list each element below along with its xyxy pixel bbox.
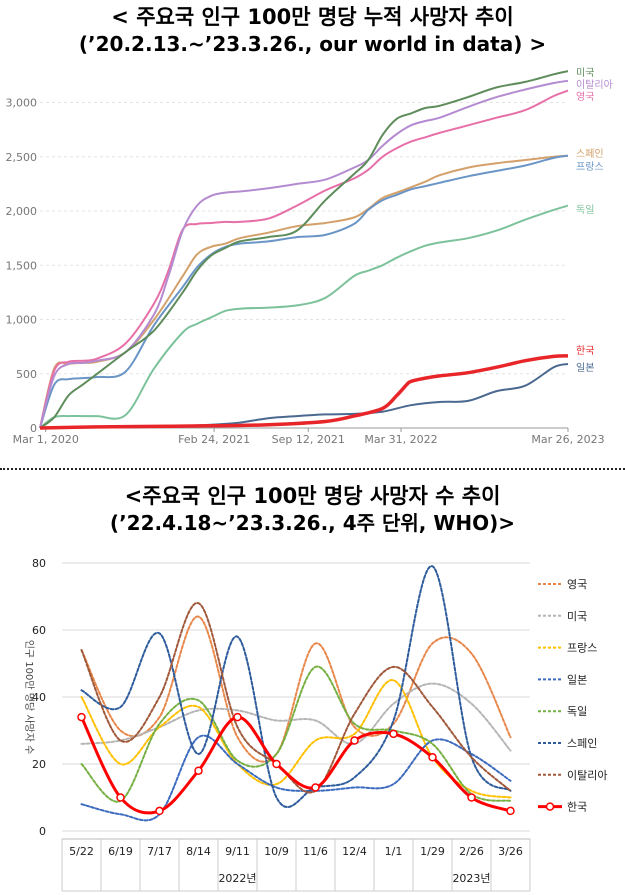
series-line-일본 (80, 734, 512, 822)
y-tick-label: 2,500 (6, 151, 38, 164)
legend-label-독일: 독일 (576, 204, 594, 216)
x-tick-label: Mar 26, 2023 (531, 433, 604, 446)
y-tick-label: 1,000 (6, 314, 38, 327)
series-point-한국 (116, 793, 125, 802)
series-point-한국 (233, 712, 242, 722)
x-tick-label: 1/1 (385, 845, 403, 858)
series-line-독일 (39, 204, 569, 429)
series-line-프랑스 (39, 154, 569, 429)
chart1-title: < 주요국 인구 100만 명당 누적 사망자 추이 (111, 5, 514, 29)
legend-label-이탈리아: 이탈리아 (576, 78, 613, 91)
legend-label-미국: 미국 (576, 67, 594, 79)
series-point-한국 (428, 753, 437, 762)
x-tick-label: 2/26 (459, 845, 484, 858)
x-tick-label: 7/17 (147, 845, 172, 858)
x-tick-label: Mar 1, 2020 (13, 433, 79, 446)
series-line-독일 (80, 665, 512, 803)
series-point-한국 (389, 729, 398, 739)
legend-marker-한국 (545, 802, 555, 811)
series-line-영국 (80, 615, 512, 763)
y-tick-label: 80 (32, 557, 46, 570)
legend-label-영국: 영국 (567, 578, 587, 591)
x-tick-label: 12/4 (342, 845, 367, 858)
y-tick-label: 20 (32, 758, 46, 771)
legend-label-한국: 한국 (567, 801, 587, 814)
legend-label-일본: 일본 (576, 362, 594, 374)
series-line-영국 (39, 89, 569, 429)
x-tick-label: Sep 12, 2021 (272, 433, 345, 446)
x-tick-label: 10/9 (264, 845, 289, 858)
y-tick-label: 2,000 (6, 205, 38, 218)
y-tick-label: 500 (16, 368, 37, 381)
y-axis-label: 인구 100만 명당 사망자 수 (23, 640, 35, 755)
legend-label-스페인: 스페인 (567, 737, 597, 750)
series-line-한국 (39, 354, 569, 430)
x-tick-label: 9/11 (225, 845, 250, 858)
series-line-미국 (39, 70, 569, 429)
legend-label-한국: 한국 (576, 345, 594, 357)
x-tick-label: 5/22 (69, 845, 94, 858)
y-tick-label: 3,000 (6, 97, 38, 110)
y-tick-label: 60 (32, 624, 46, 637)
y-tick-label: 40 (32, 691, 46, 704)
series-point-한국 (194, 766, 203, 775)
legend-label-스페인: 스페인 (576, 148, 604, 160)
section-divider (0, 468, 625, 470)
series-point-한국 (350, 736, 359, 745)
legend-label-독일: 독일 (567, 704, 587, 718)
x-tick-label: 3/26 (498, 845, 523, 858)
series-point-한국 (155, 806, 164, 816)
cumulative-deaths-chart: 0 500 1,000 1,500 2,000 2,500 3,000 Mar 1, 2020… (6, 67, 613, 446)
legend-label-프랑스: 프랑스 (567, 642, 597, 655)
x-tick-label: 6/19 (108, 845, 133, 858)
legend-label-프랑스: 프랑스 (576, 161, 604, 173)
series-point-한국 (311, 783, 320, 792)
series-point-한국 (272, 759, 281, 769)
x-tick-label: Feb 24, 2021 (178, 433, 250, 446)
x-tick-label: Mar 31, 2022 (364, 433, 437, 446)
y-tick-label: 0 (39, 825, 46, 838)
series-line-스페인 (80, 565, 512, 808)
series-point-한국 (506, 806, 515, 816)
x-tick-label: 11/6 (303, 845, 328, 858)
chart2-title: <주요국 인구 100만 명당 사망자 수 추이 (124, 484, 501, 508)
x-tick-label: 8/14 (186, 845, 211, 858)
legend-label-일본: 일본 (567, 672, 587, 686)
series-line-이탈리아 (39, 79, 569, 429)
y-tick-label: 1,500 (6, 259, 38, 272)
series-point-한국 (467, 793, 476, 802)
legend-label-이탈리아: 이탈리아 (567, 769, 607, 782)
year-group-label: 2022년 (218, 872, 256, 885)
x-tick-label: 1/29 (420, 845, 445, 858)
series-point-한국 (77, 712, 86, 722)
y-tick-label: 0 (30, 422, 37, 435)
chart2-subtitle: (’22.4.18~’23.3.26., 4주 단위, WHO)> (109, 511, 516, 535)
legend-label-미국: 미국 (567, 610, 587, 623)
legend-label-영국: 영국 (576, 91, 594, 103)
year-group-label: 2023년 (452, 872, 490, 885)
chart1-subtitle: (’20.2.13.~’23.3.26., our world in data)… (78, 32, 547, 56)
